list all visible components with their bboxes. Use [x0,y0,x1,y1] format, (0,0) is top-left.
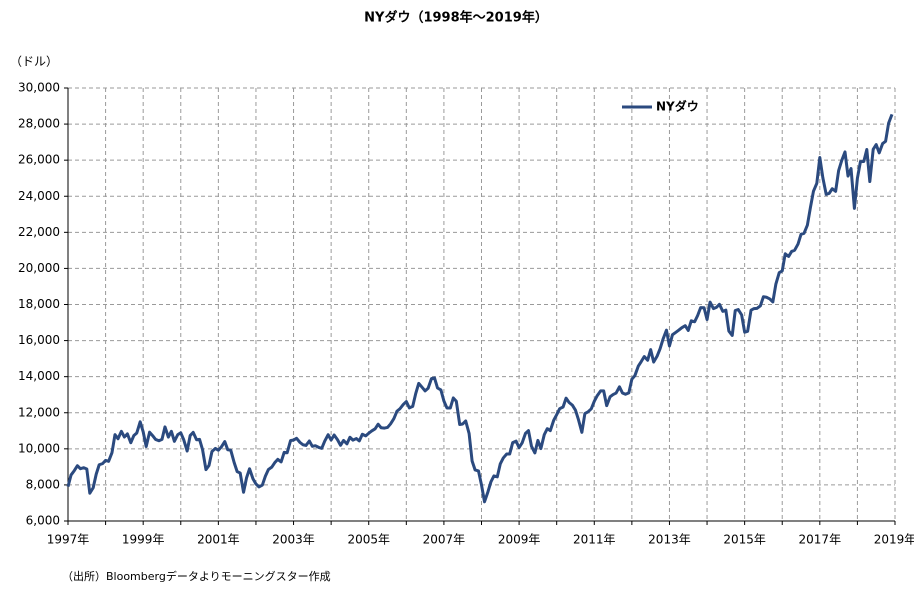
y-tick-label: 16,000 [18,333,60,347]
chart-title: NYダウ（1998年～2019年） [364,10,548,26]
y-tick-label: 24,000 [18,189,60,203]
y-tick-label: 12,000 [18,405,60,419]
x-tick-label: 2009年 [498,533,541,547]
x-tick-label: 1997年 [47,533,90,547]
y-tick-label: 14,000 [18,369,60,383]
x-tick-label: 2005年 [347,533,390,547]
x-tick-label: 2017年 [799,533,842,547]
y-tick-label: 8,000 [26,477,60,491]
y-tick-label: 22,000 [18,225,60,239]
y-axis-label: （ドル） [10,55,58,69]
x-tick-label: 2019年 [874,533,914,547]
x-tick-label: 2013年 [648,533,691,547]
x-tick-label: 2011年 [573,533,616,547]
y-tick-label: 26,000 [18,153,60,167]
y-tick-label: 28,000 [18,117,60,131]
x-tick-label: 2003年 [272,533,315,547]
data-line [66,113,894,504]
y-tick-label: 10,000 [18,441,60,455]
source-note: （出所）Bloombergデータよりモーニングスター作成 [62,569,331,583]
y-tick-label: 30,000 [18,81,60,95]
legend-label: NYダウ [656,99,699,114]
y-tick-label: 6,000 [26,514,60,528]
x-tick-label: 1999年 [122,533,165,547]
y-tick-label: 18,000 [18,297,60,311]
y-tick-label: 20,000 [18,261,60,275]
x-tick-label: 2007年 [423,533,466,547]
x-tick-label: 2015年 [723,533,766,547]
x-tick-label: 2001年 [197,533,240,547]
